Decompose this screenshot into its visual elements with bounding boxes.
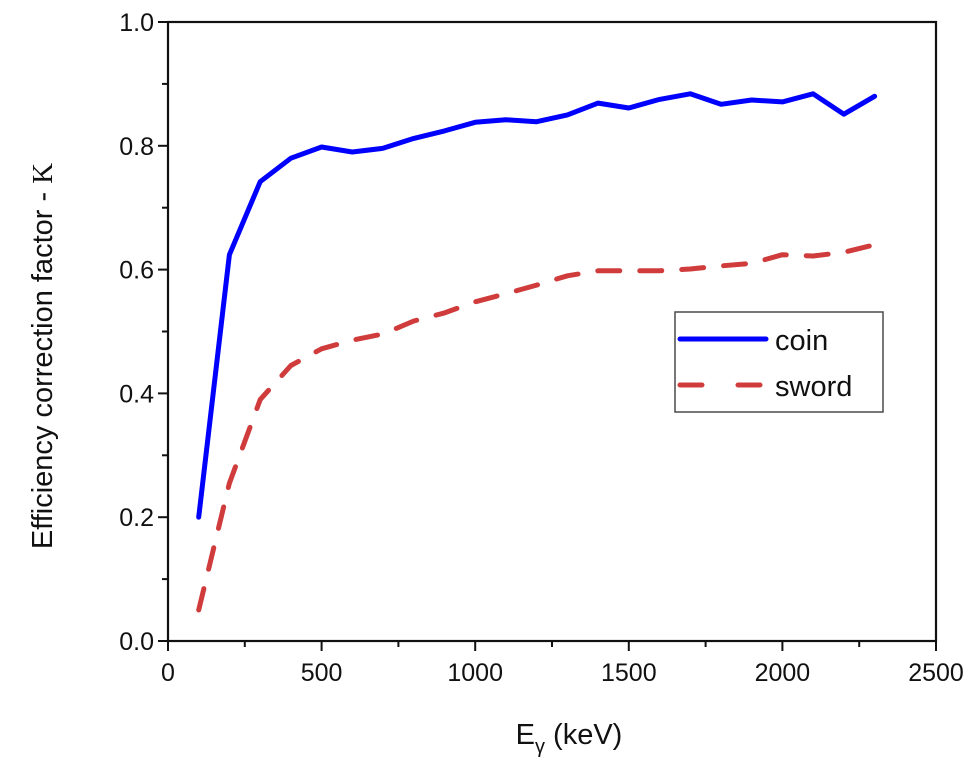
- legend-label-coin: coin: [775, 325, 828, 357]
- y-tick-label: 0.0: [119, 628, 154, 656]
- y-tick-label: 1.0: [119, 9, 154, 37]
- y-tick-label: 0.4: [119, 380, 154, 408]
- y-tick-label: 0.6: [119, 257, 154, 285]
- x-axis-title: Eγ (keV): [516, 719, 623, 758]
- series-line-sword: [196, 242, 878, 613]
- legend-label-sword: sword: [775, 371, 852, 403]
- x-tick-label: 2500: [908, 659, 964, 687]
- y-axis-title: Efficiency correction factor - K: [27, 163, 59, 549]
- y-axis-ticks: 0.0 0.2 0.4 0.6 0.8 1.0: [119, 9, 168, 656]
- legend: coin sword: [674, 311, 884, 413]
- y-tick-label: 0.8: [119, 133, 154, 161]
- x-tick-label: 1500: [601, 659, 657, 687]
- x-tick-label: 2000: [755, 659, 811, 687]
- series-line-coin: [196, 91, 878, 520]
- x-tick-label: 1000: [447, 659, 503, 687]
- y-tick-label: 0.2: [119, 504, 154, 532]
- x-tick-label: 500: [301, 659, 343, 687]
- series-layer: [196, 91, 878, 613]
- legend-box: [674, 311, 884, 413]
- x-tick-label: 0: [161, 659, 175, 687]
- x-axis-ticks: 0 500 1000 1500 2000 2500: [161, 641, 964, 687]
